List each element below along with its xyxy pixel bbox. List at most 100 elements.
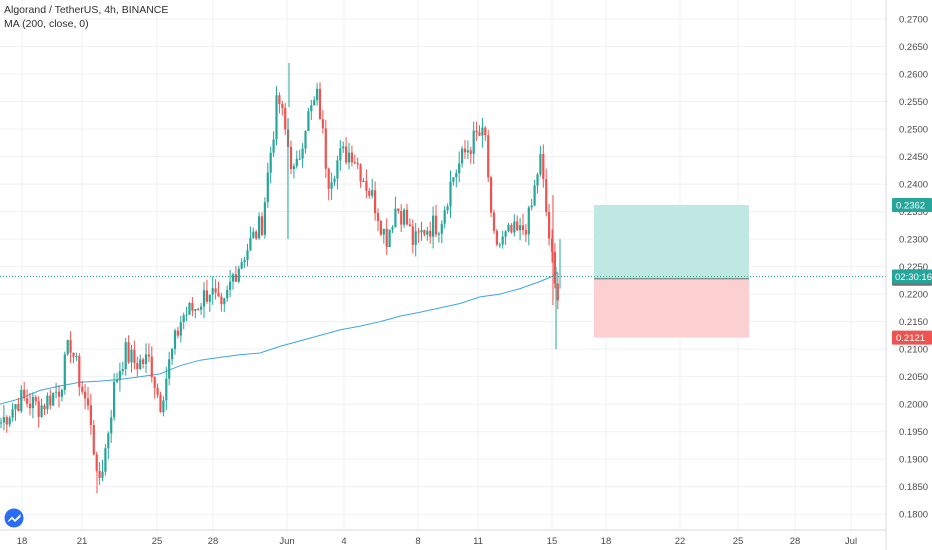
candle-body xyxy=(507,224,510,232)
price-tick-label: 0.1850 xyxy=(899,482,928,493)
candle-body xyxy=(168,359,171,379)
candle-body xyxy=(231,274,235,282)
candle-body xyxy=(539,153,542,175)
candle-body xyxy=(298,158,301,160)
symbol-title[interactable]: Algorand / TetherUS, 4h, BINANCE xyxy=(4,4,169,16)
profit-zone xyxy=(594,204,749,279)
candle-body xyxy=(89,405,92,426)
price-tick-label: 0.2350 xyxy=(899,207,928,218)
candle-body xyxy=(513,221,516,233)
price-tick-label: 0.1900 xyxy=(899,455,928,466)
candle-body xyxy=(263,202,266,235)
candle-body xyxy=(443,210,446,224)
target-price-label: 0.2362 xyxy=(896,200,925,211)
candle-body xyxy=(121,368,124,372)
candle-body xyxy=(179,322,182,336)
candle-body xyxy=(84,391,87,399)
candle-body xyxy=(342,146,345,149)
candle-body xyxy=(368,190,371,196)
candle-body xyxy=(63,354,66,390)
time-axis[interactable]: 18 21 25 28 Jun 4 8 11 15 18 22 25 28 Jul xyxy=(0,529,886,547)
candle-body xyxy=(69,340,72,353)
candle-body xyxy=(249,237,252,251)
candle-body xyxy=(66,340,69,355)
candle-body xyxy=(461,148,464,164)
candle-body xyxy=(240,262,243,269)
candle-body xyxy=(72,352,75,357)
price-tick-label: 0.1800 xyxy=(899,510,928,521)
candle-body xyxy=(516,221,519,231)
candle-body xyxy=(405,209,409,225)
candle-body xyxy=(147,354,150,357)
candle-body xyxy=(542,153,545,180)
tradingview-logo-icon[interactable] xyxy=(4,508,24,528)
price-tick-label: 0.2250 xyxy=(899,262,928,273)
time-tick-label: 4 xyxy=(341,536,346,547)
price-axis[interactable]: 0.2700 0.2650 0.2600 0.2550 0.2500 0.2450 0.24… xyxy=(885,0,932,550)
candle-body xyxy=(5,417,8,425)
candle-body xyxy=(310,105,313,112)
price-tick-label: 0.2650 xyxy=(899,42,928,53)
candle-body xyxy=(556,283,559,301)
candle-body xyxy=(440,223,443,234)
candle-body xyxy=(234,274,237,282)
candle-body xyxy=(521,225,525,231)
candle-body xyxy=(278,95,281,105)
candle-body xyxy=(237,268,240,282)
candle-body xyxy=(284,108,287,130)
candle-body xyxy=(414,231,417,245)
candle-body xyxy=(466,150,469,153)
candle-body xyxy=(156,387,159,395)
candle-body xyxy=(165,378,168,401)
price-tick-label: 0.2700 xyxy=(899,15,928,26)
candle-body xyxy=(208,294,211,302)
candle-body xyxy=(374,190,377,214)
candle-body xyxy=(43,405,46,410)
last-price-label-bg xyxy=(892,269,932,284)
candle-body xyxy=(0,422,3,424)
price-tick-label: 0.1950 xyxy=(899,427,928,438)
candle-body xyxy=(347,152,351,163)
candle-body xyxy=(127,342,130,363)
candle-body xyxy=(266,172,269,203)
time-tick-label: 15 xyxy=(547,536,558,547)
time-tick-label: 22 xyxy=(675,536,686,547)
price-tick-label: 0.2000 xyxy=(899,400,928,411)
candle-body xyxy=(385,228,388,248)
candle-body xyxy=(223,298,226,305)
candle-body xyxy=(205,290,208,302)
long-position-tool[interactable] xyxy=(594,204,749,338)
candle-body xyxy=(484,127,487,136)
candle-body xyxy=(246,250,249,260)
candle-body xyxy=(304,131,307,149)
candle-body xyxy=(57,391,61,397)
time-tick-label: 18 xyxy=(601,536,612,547)
target-price-label-bg xyxy=(892,197,932,212)
candle-body xyxy=(176,330,179,336)
candle-body xyxy=(408,224,411,227)
candle-body xyxy=(220,296,223,305)
candle-body xyxy=(75,356,78,358)
candle-body xyxy=(200,306,203,310)
candle-body xyxy=(446,206,449,211)
candle-body xyxy=(313,100,316,106)
candle-body xyxy=(524,230,527,235)
time-tick-label: 21 xyxy=(77,536,88,547)
candle-body xyxy=(159,394,162,413)
ma-indicator-label[interactable]: MA (200, close, 0) xyxy=(4,18,89,30)
candle-body xyxy=(365,181,368,191)
candle-body xyxy=(391,227,394,230)
stop-price-label: 0.2121 xyxy=(896,333,925,344)
candle-body xyxy=(330,182,333,189)
candle-body xyxy=(336,160,339,179)
candle-body xyxy=(162,400,165,413)
candle-body xyxy=(339,148,342,161)
candle-body xyxy=(356,162,359,165)
candle-body xyxy=(463,148,467,153)
candle-body xyxy=(55,391,58,393)
candle-body xyxy=(388,229,391,248)
candle-body xyxy=(142,359,145,364)
candle-body xyxy=(130,349,133,363)
candle-body xyxy=(26,398,29,404)
